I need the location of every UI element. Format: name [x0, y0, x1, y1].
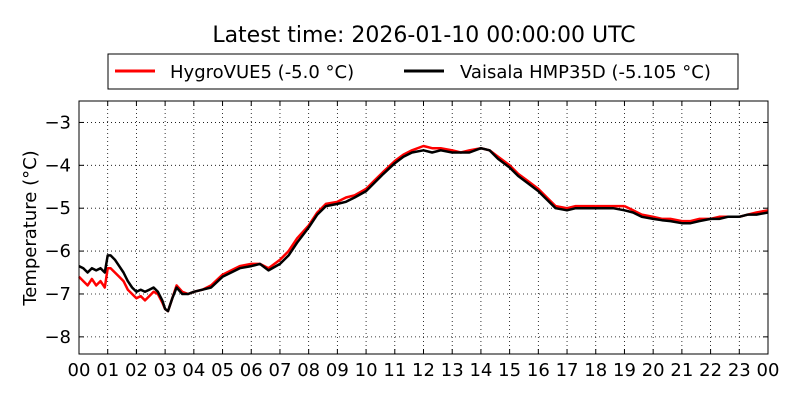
x-tick-label: 18	[584, 360, 607, 381]
x-tick-label: 21	[670, 360, 693, 381]
series-line-hygrovue5	[78, 144, 769, 313]
x-tick-label: 09	[326, 360, 349, 381]
x-tick-label: 05	[211, 360, 234, 381]
y-tick-label: −7	[44, 284, 71, 305]
legend: HygroVUE5 (-5.0 °C) Vaisala HMP35D (-5.1…	[107, 53, 739, 90]
x-tick-label: 02	[125, 360, 148, 381]
x-tick-label: 06	[240, 360, 263, 381]
chart-title: Latest time: 2026-01-10 00:00:00 UTC	[212, 23, 635, 48]
y-tick-label: −4	[44, 155, 71, 176]
y-tick-label: −8	[44, 327, 71, 348]
x-tick-label: 16	[527, 360, 550, 381]
x-tick-label: 14	[469, 360, 492, 381]
y-tick-labels: −3 −4 −5 −6 −7 −8	[44, 112, 71, 347]
x-tick-label: 01	[96, 360, 119, 381]
x-tick-label: 04	[182, 360, 205, 381]
x-tick-label: 08	[297, 360, 320, 381]
y-axis-label: Temperature (°C)	[20, 150, 41, 306]
x-tick-label: 12	[412, 360, 435, 381]
legend-label-hygrovue5: HygroVUE5 (-5.0 °C)	[170, 62, 354, 83]
ticks	[78, 101, 769, 354]
x-tick-label: 11	[383, 360, 406, 381]
x-tick-label: 17	[556, 360, 579, 381]
x-tick-label: 23	[728, 360, 751, 381]
series-line-vaisala	[78, 146, 769, 313]
grid	[79, 101, 768, 354]
legend-label-vaisala: Vaisala HMP35D (-5.105 °C)	[460, 62, 711, 83]
x-tick-label: 13	[441, 360, 464, 381]
x-tick-label: 15	[498, 360, 521, 381]
x-tick-label: 00	[68, 360, 91, 381]
y-tick-label: −5	[44, 198, 71, 219]
x-tick-label: 00	[757, 360, 780, 381]
x-tick-label: 22	[699, 360, 722, 381]
x-tick-label: 07	[269, 360, 292, 381]
series-layer	[78, 144, 769, 313]
y-tick-label: −6	[44, 241, 71, 262]
x-tick-labels: 00 01 02 03 04 05 06 07 08 09 10 11 12 13 14 15 16 17 18 19…	[68, 360, 780, 381]
x-tick-label: 20	[642, 360, 665, 381]
y-tick-label: −3	[44, 112, 71, 133]
plot-frame	[78, 100, 769, 355]
x-tick-label: 03	[154, 360, 177, 381]
x-tick-label: 19	[613, 360, 636, 381]
x-tick-label: 10	[355, 360, 378, 381]
